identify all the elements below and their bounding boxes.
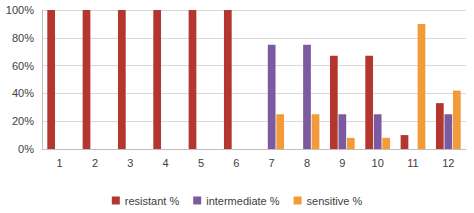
svg-text:100%: 100% xyxy=(6,4,34,16)
svg-text:10: 10 xyxy=(372,157,384,169)
svg-text:4: 4 xyxy=(163,157,169,169)
svg-text:80%: 80% xyxy=(12,32,34,44)
svg-text:3: 3 xyxy=(127,157,133,169)
svg-text:8: 8 xyxy=(304,157,310,169)
svg-text:sensitive %: sensitive % xyxy=(307,195,363,207)
svg-text:5: 5 xyxy=(198,157,204,169)
svg-text:6: 6 xyxy=(233,157,239,169)
svg-text:resistant %: resistant % xyxy=(125,195,180,207)
svg-text:60%: 60% xyxy=(12,60,34,72)
svg-text:7: 7 xyxy=(269,157,275,169)
svg-text:intermediate %: intermediate % xyxy=(206,195,280,207)
svg-text:1: 1 xyxy=(57,157,63,169)
svg-text:11: 11 xyxy=(407,157,418,169)
svg-text:9: 9 xyxy=(339,157,345,169)
svg-text:20%: 20% xyxy=(12,115,34,127)
svg-text:12: 12 xyxy=(442,157,454,169)
svg-text:40%: 40% xyxy=(12,87,34,99)
svg-text:0%: 0% xyxy=(18,143,34,155)
svg-text:2: 2 xyxy=(92,157,98,169)
